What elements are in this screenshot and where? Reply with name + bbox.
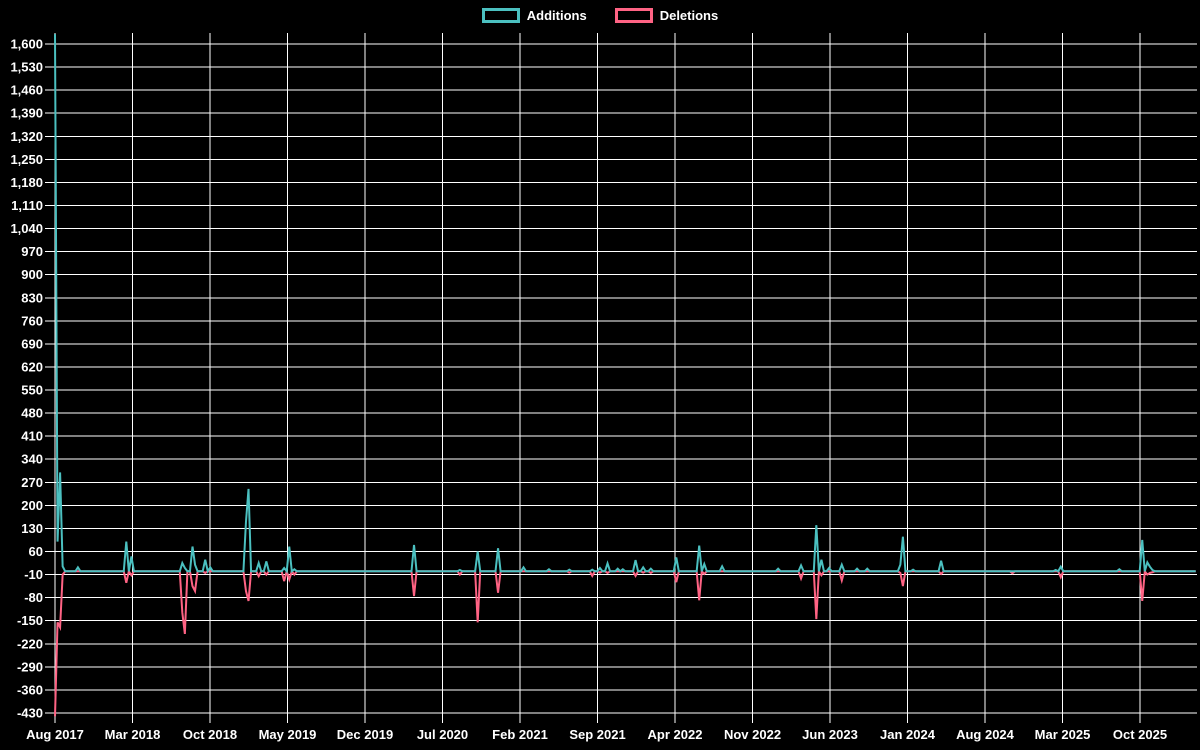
y-tick-label: 270 (21, 475, 43, 490)
y-tick-label: -220 (17, 636, 43, 651)
y-tick-label: 1,180 (10, 175, 43, 190)
y-tick-label: 1,110 (11, 198, 43, 213)
x-tick-label: Oct 2018 (183, 727, 237, 742)
y-tick-label: 1,250 (10, 152, 43, 167)
x-tick-label: Dec 2019 (337, 727, 393, 742)
y-tick-label: 970 (21, 244, 43, 259)
x-tick-label: Aug 2017 (26, 727, 84, 742)
x-tick-label: Aug 2024 (956, 727, 1015, 742)
y-tick-labels: 1,600 1,530 1,460 1,390 1,320 1,250 1,180 1,110… (10, 37, 43, 721)
y-tick-label: 1,530 (10, 60, 43, 75)
additions-legend-label: Additions (526, 8, 587, 23)
additions-line (54, 34, 1196, 574)
y-tick-label: 760 (21, 313, 43, 328)
y-tick-label: -10 (24, 567, 43, 582)
x-tick-label: Jan 2024 (880, 727, 936, 742)
x-tick-label: Nov 2022 (724, 727, 781, 742)
y-tick-label: 60 (29, 544, 43, 559)
y-tick-label: 690 (21, 336, 43, 351)
y-tick-label: -360 (17, 682, 43, 697)
x-tick-label: Oct 2025 (1113, 727, 1167, 742)
x-tick-labels: Aug 2017 Mar 2018 Oct 2018 May 2019 Dec 2019… (26, 727, 1167, 742)
x-tick-label: Feb 2021 (492, 727, 548, 742)
y-tick-label: 550 (21, 383, 43, 398)
x-tick-label: May 2019 (259, 727, 317, 742)
x-gridlines (54, 33, 1141, 723)
y-tick-label: 340 (21, 452, 43, 467)
y-tick-label: -290 (17, 659, 43, 674)
y-tick-label: -150 (17, 613, 43, 628)
x-tick-label: Mar 2025 (1035, 727, 1091, 742)
y-tick-label: 410 (21, 429, 43, 444)
y-tick-label: 830 (21, 290, 43, 305)
y-tick-label: 1,600 (10, 37, 43, 52)
y-tick-label: 130 (21, 521, 43, 536)
x-tick-label: Mar 2018 (105, 727, 161, 742)
y-tick-label: 1,390 (10, 106, 43, 121)
y-tick-label: 620 (21, 359, 43, 374)
y-tick-label: 480 (21, 406, 43, 421)
x-tick-label: Jul 2020 (417, 727, 468, 742)
y-gridlines (45, 43, 1197, 714)
chart-legend: Additions Deletions (0, 8, 1200, 23)
legend-item-additions[interactable]: Additions (481, 8, 587, 23)
y-tick-label: 900 (21, 267, 43, 282)
x-tick-label: Apr 2022 (648, 727, 703, 742)
legend-item-deletions[interactable]: Deletions (614, 8, 719, 23)
additions-swatch-icon (481, 8, 520, 23)
x-tick-label: Sep 2021 (569, 727, 625, 742)
deletions-swatch-icon (614, 8, 653, 23)
y-tick-label: 1,320 (10, 129, 43, 144)
y-tick-label: 1,460 (10, 83, 43, 98)
y-tick-label: -80 (24, 590, 43, 605)
x-tick-label: Jun 2023 (802, 727, 858, 742)
deletions-legend-label: Deletions (659, 8, 719, 23)
y-tick-label: 1,040 (10, 221, 43, 236)
y-tick-label: 200 (21, 498, 43, 513)
y-tick-label: -430 (17, 706, 43, 721)
